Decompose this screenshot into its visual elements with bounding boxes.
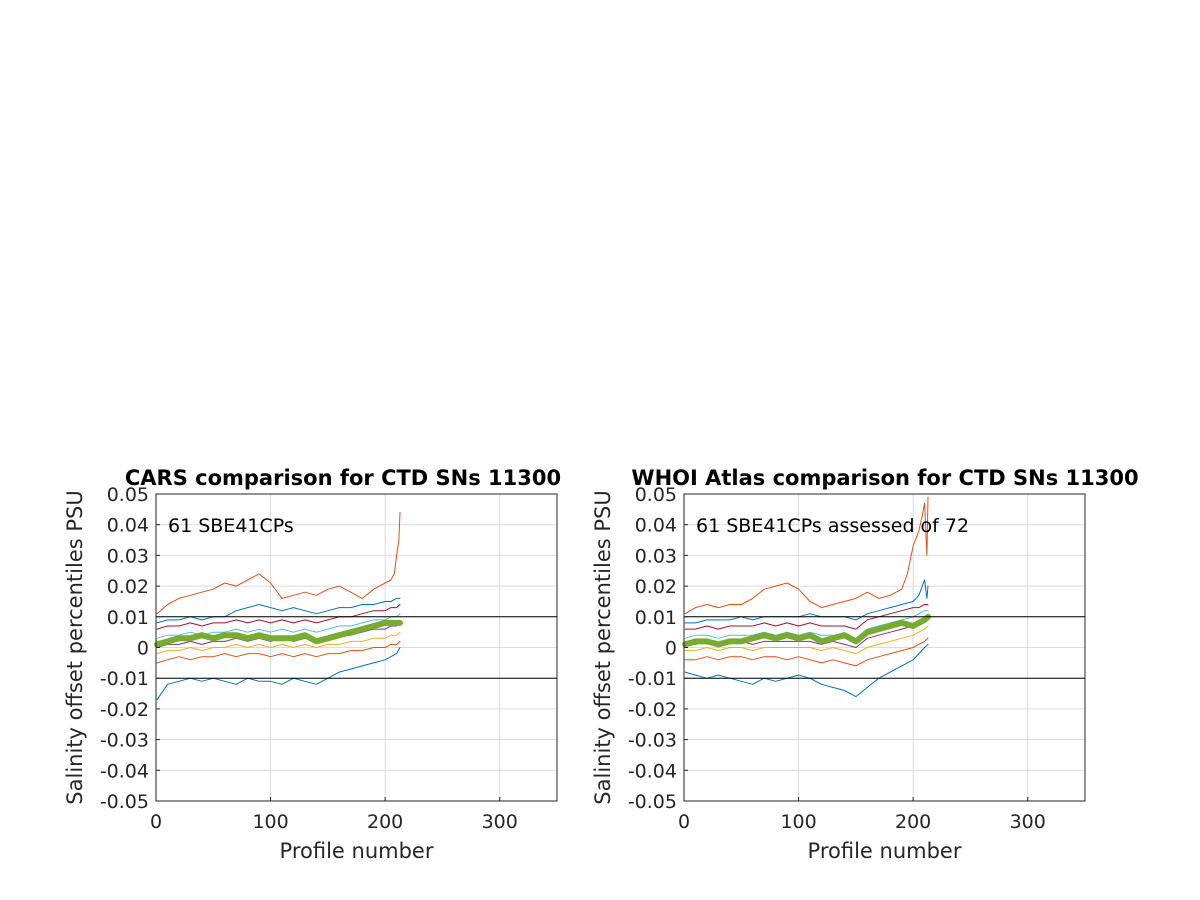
x-tick-label: 0 bbox=[678, 811, 690, 833]
y-tick-label: 0.02 bbox=[635, 576, 677, 598]
y-tick-label: 0.05 bbox=[107, 484, 149, 506]
annotation-text: 61 SBE41CPs bbox=[168, 515, 294, 537]
series-group bbox=[154, 511, 403, 701]
chart-title: CARS comparison for CTD SNs 11300 bbox=[125, 466, 561, 490]
percentile-series-line-7 bbox=[156, 511, 401, 615]
tick-labels: 0 100 200 300 -0.05 -0.04 -0.03 -0.02 -0.01 0 0.01… bbox=[100, 484, 518, 833]
percentile-series-line-0 bbox=[156, 647, 401, 701]
percentile-series-line-5 bbox=[156, 604, 401, 630]
annotation-text: 61 SBE41CPs assessed of 72 bbox=[696, 515, 969, 537]
y-tick-label: 0.04 bbox=[107, 515, 149, 537]
percentile-series-line-2 bbox=[156, 631, 401, 655]
percentile-series-line-6 bbox=[156, 597, 401, 624]
chart-cars: 0 100 200 300 -0.05 -0.04 -0.03 -0.02 -0.01 0 0.01… bbox=[63, 466, 561, 863]
percentile-series-line-5 bbox=[684, 604, 929, 630]
y-tick-label: 0 bbox=[665, 638, 677, 660]
x-tick-label: 300 bbox=[1010, 811, 1046, 833]
y-tick-label: 0.01 bbox=[107, 607, 149, 629]
y-tick-label: 0.02 bbox=[107, 576, 149, 598]
y-tick-label: -0.04 bbox=[628, 760, 677, 782]
x-tick-label: 0 bbox=[150, 811, 162, 833]
percentile-series-line-1 bbox=[684, 637, 929, 667]
x-tick-label: 200 bbox=[895, 811, 931, 833]
y-tick-label: 0.01 bbox=[635, 607, 677, 629]
y-tick-label: 0 bbox=[137, 638, 149, 660]
y-tick-label: 0.05 bbox=[635, 484, 677, 506]
y-tick-label: -0.02 bbox=[628, 699, 677, 721]
y-tick-label: -0.05 bbox=[100, 791, 149, 813]
y-tick-label: 0.03 bbox=[635, 545, 677, 567]
y-tick-label: -0.01 bbox=[100, 668, 149, 690]
y-tick-label: -0.05 bbox=[628, 791, 677, 813]
x-tick-label: 100 bbox=[780, 811, 816, 833]
y-axis-label: Salinity offset percentiles PSU bbox=[63, 490, 87, 804]
chart-whoi-atlas: 0 100 200 300 -0.05 -0.04 -0.03 -0.02 -0.01 0 0.01… bbox=[591, 466, 1139, 863]
median-series-line bbox=[154, 619, 403, 648]
percentile-series-line-7 bbox=[684, 496, 929, 615]
x-axis-label: Profile number bbox=[280, 839, 434, 863]
y-tick-label: 0.04 bbox=[635, 515, 677, 537]
chart-title: WHOI Atlas comparison for CTD SNs 11300 bbox=[631, 466, 1138, 490]
percentile-series-line-4 bbox=[684, 610, 929, 639]
x-tick-label: 200 bbox=[367, 811, 403, 833]
percentile-series-line-0 bbox=[684, 643, 929, 698]
percentile-series-line-1 bbox=[156, 640, 401, 664]
y-tick-label: 0.03 bbox=[107, 545, 149, 567]
percentile-series-line-2 bbox=[684, 625, 929, 655]
median-series-line bbox=[682, 613, 931, 648]
y-tick-label: -0.04 bbox=[100, 760, 149, 782]
y-tick-label: -0.03 bbox=[100, 730, 149, 752]
x-axis-label: Profile number bbox=[808, 839, 962, 863]
y-tick-label: -0.02 bbox=[100, 699, 149, 721]
y-tick-label: -0.03 bbox=[628, 730, 677, 752]
x-tick-label: 300 bbox=[482, 811, 518, 833]
x-tick-label: 100 bbox=[252, 811, 288, 833]
y-axis-label: Salinity offset percentiles PSU bbox=[591, 490, 615, 804]
y-tick-label: -0.01 bbox=[628, 668, 677, 690]
tick-labels: 0 100 200 300 -0.05 -0.04 -0.03 -0.02 -0.01 0 0.01… bbox=[628, 484, 1046, 833]
